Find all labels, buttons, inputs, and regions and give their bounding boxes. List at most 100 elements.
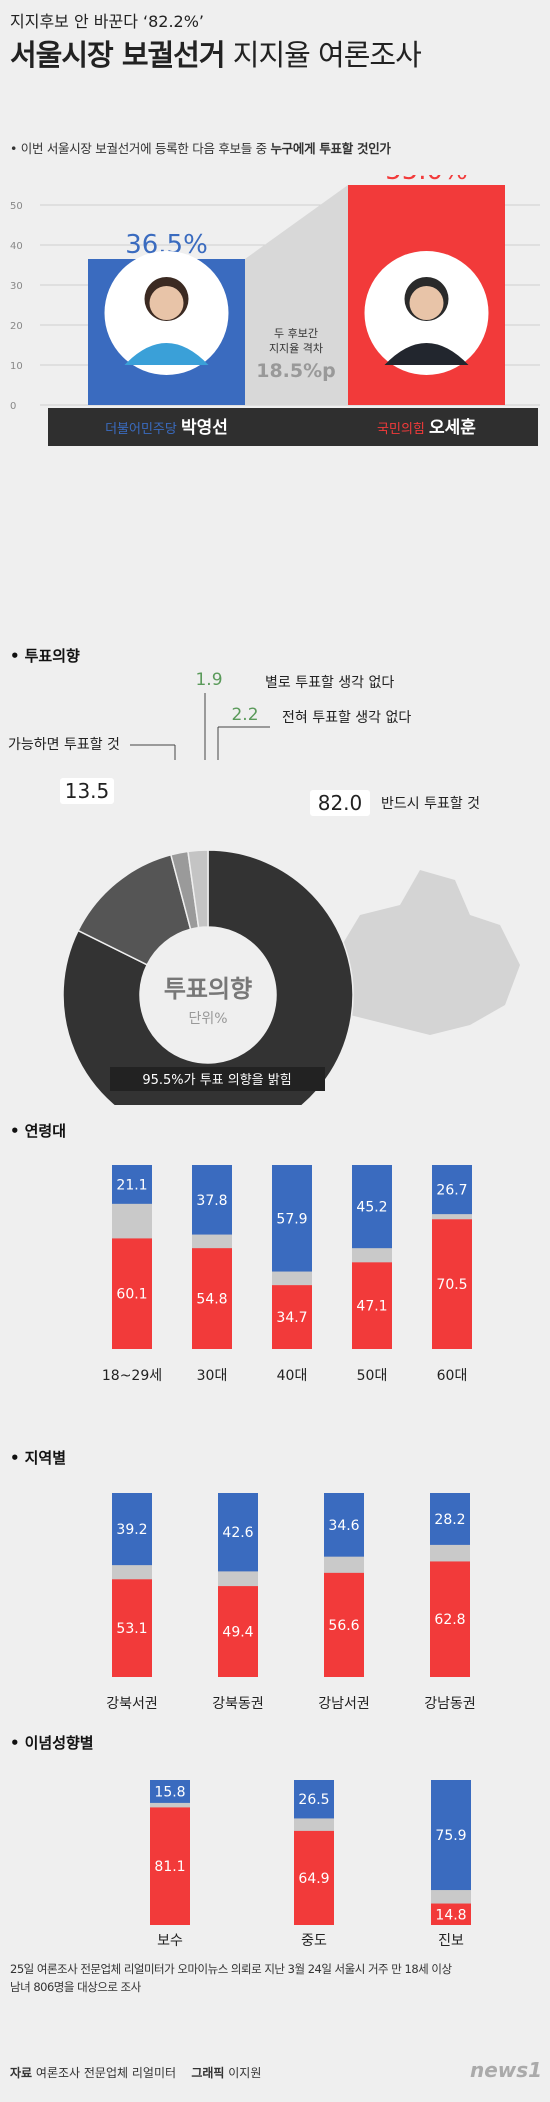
donut-footnote: 95.5%가 투표 의향을 밝힘 bbox=[142, 1073, 291, 1088]
bar-park-segment bbox=[272, 1165, 312, 1272]
y-tick-label: 10 bbox=[10, 361, 23, 372]
section-title-vote-intention: 투표의향 bbox=[10, 645, 80, 666]
badge-bg bbox=[310, 790, 370, 816]
candidate-photo-shoulders bbox=[384, 343, 469, 365]
slice-name-label: 별로 투표할 생각 없다 bbox=[265, 675, 394, 691]
oh-value-label: 62.8 bbox=[434, 1612, 465, 1628]
park-value-label: 37.8 bbox=[196, 1193, 227, 1209]
bar-oh-segment bbox=[324, 1572, 364, 1677]
candidate-party: 국민의힘 bbox=[377, 422, 429, 437]
section-title-region: 지역별 bbox=[10, 1447, 66, 1468]
slice-value-label: 82.0 bbox=[318, 791, 363, 815]
graphic-value: 이지원 bbox=[228, 2066, 262, 2080]
age-group-chart: 21.1 60.1 18~29세 37.8 54.8 30대 57.9 34.7 40대 45.2… bbox=[102, 1165, 472, 1384]
bar-oh-segment bbox=[294, 1830, 334, 1925]
category-label: 강남서권 bbox=[318, 1696, 370, 1712]
bar-park-segment bbox=[218, 1493, 258, 1572]
gap-label-2: 지지율 격차 bbox=[269, 342, 323, 355]
bar-oh-segment bbox=[352, 1262, 392, 1349]
park-value-label: 26.5 bbox=[298, 1792, 329, 1808]
bar-oh-segment bbox=[430, 1561, 470, 1677]
park-value-label: 45.2 bbox=[356, 1200, 387, 1216]
park-value-label: 42.6 bbox=[222, 1525, 253, 1541]
y-tick-label: 40 bbox=[10, 241, 23, 252]
oh-value-label: 53.1 bbox=[116, 1621, 147, 1637]
oh-value-label: 70.5 bbox=[436, 1277, 467, 1293]
park-value-label: 28.2 bbox=[434, 1512, 465, 1528]
y-tick-label: 30 bbox=[10, 281, 23, 292]
park-value-label: 34.6 bbox=[328, 1518, 359, 1534]
bar-park-segment bbox=[112, 1493, 152, 1566]
bar-park-segment bbox=[432, 1165, 472, 1215]
bar-oh-segment bbox=[432, 1219, 472, 1349]
bar-park-segment bbox=[352, 1165, 392, 1249]
slice-name-label: 가능하면 투표할 것 bbox=[8, 737, 120, 753]
gap-shade bbox=[245, 185, 348, 405]
park-value-label: 15.8 bbox=[154, 1784, 185, 1800]
category-label: 18~29세 bbox=[102, 1368, 162, 1384]
bar-oh-segment bbox=[218, 1586, 258, 1677]
bar-value-label: 55.0% bbox=[385, 175, 468, 186]
bar-oh-segment bbox=[112, 1238, 152, 1349]
bar-oh-segment bbox=[272, 1285, 312, 1349]
note-line-1: 25일 여론조사 전문업체 리얼미터가 오마이뉴스 의뢰로 지난 3월 24일 … bbox=[10, 1962, 452, 1976]
oh-value-label: 56.6 bbox=[328, 1618, 359, 1634]
gap-label-1: 두 후보간 bbox=[274, 327, 318, 340]
bar-park-segment bbox=[294, 1780, 334, 1819]
bar-oh-segment bbox=[192, 1248, 232, 1349]
category-label: 보수 bbox=[157, 1933, 183, 1949]
park-value-label: 57.9 bbox=[276, 1211, 307, 1227]
question-bold: 누구에게 투표할 것인가 bbox=[270, 141, 391, 156]
oh-value-label: 81.1 bbox=[154, 1859, 185, 1875]
survey-question: • 이번 서울시장 보궐선거에 등록한 다음 후보들 중 누구에게 투표할 것인… bbox=[10, 138, 391, 157]
slice-value-label: 2.2 bbox=[231, 705, 258, 725]
ideology-chart: 15.8 81.1 보수 26.5 64.9 중도 75.9 14.8 진보 bbox=[150, 1780, 471, 1949]
candidate-photo-shoulders bbox=[124, 343, 209, 365]
oh-value-label: 34.7 bbox=[276, 1310, 307, 1326]
oh-value-label: 60.1 bbox=[116, 1287, 147, 1303]
kicker: 지지후보 안 바꾼다 ‘82.2%’ bbox=[10, 12, 205, 31]
title-regular: 지지율 여론조사 bbox=[232, 38, 422, 72]
bar-park-segment bbox=[430, 1493, 470, 1545]
oh-value-label: 47.1 bbox=[356, 1299, 387, 1315]
category-label: 진보 bbox=[438, 1933, 464, 1949]
candidate-label: 더불어민주당 박영선 bbox=[105, 418, 228, 438]
park-value-label: 21.1 bbox=[116, 1177, 147, 1193]
category-label: 60대 bbox=[437, 1368, 468, 1384]
y-tick-label: 0 bbox=[10, 401, 16, 412]
slice-name-label: 반드시 투표할 것 bbox=[381, 796, 480, 812]
donut-center-unit: 단위% bbox=[188, 1011, 227, 1027]
bar-park-segment bbox=[431, 1780, 471, 1891]
bar-park-segment bbox=[192, 1165, 232, 1235]
bar-park-segment bbox=[150, 1780, 190, 1803]
footnote-bg bbox=[110, 1067, 325, 1091]
slice-value-label: 1.9 bbox=[195, 670, 222, 690]
oh-value-label: 64.9 bbox=[298, 1871, 329, 1887]
candidate-photo-face bbox=[149, 286, 184, 320]
park-value-label: 26.7 bbox=[436, 1183, 467, 1199]
title-bold: 서울시장 보궐선거 bbox=[10, 38, 226, 72]
news1-logo: news1 bbox=[470, 2058, 543, 2082]
page-title: 서울시장 보궐선거 지지율 여론조사 bbox=[10, 32, 422, 74]
donut-hole bbox=[140, 927, 276, 1063]
oh-value-label: 54.8 bbox=[196, 1292, 227, 1308]
candidate-name: 오세훈 bbox=[429, 417, 476, 438]
category-label: 중도 bbox=[301, 1933, 327, 1949]
source-value: 여론조사 전문업체 리얼미터 bbox=[35, 2066, 177, 2080]
candidate-party: 더불어민주당 bbox=[105, 422, 181, 437]
category-label: 30대 bbox=[197, 1368, 228, 1384]
category-label: 강남동권 bbox=[424, 1696, 476, 1712]
category-label: 강북동권 bbox=[212, 1696, 264, 1712]
gap-value: 18.5%p bbox=[256, 360, 336, 382]
section-title-age: 연령대 bbox=[10, 1120, 66, 1141]
category-label: 50대 bbox=[357, 1368, 388, 1384]
section-title-ideology: 이념성향별 bbox=[10, 1732, 94, 1753]
category-label: 40대 bbox=[277, 1368, 308, 1384]
graphic-label: 그래픽 bbox=[191, 2066, 225, 2080]
bar-park-segment bbox=[112, 1165, 152, 1204]
candidate-name: 박영선 bbox=[181, 418, 228, 438]
donut-center-title: 투표의향 bbox=[164, 975, 252, 1003]
y-tick-label: 20 bbox=[10, 321, 23, 332]
park-value-label: 75.9 bbox=[435, 1828, 466, 1844]
